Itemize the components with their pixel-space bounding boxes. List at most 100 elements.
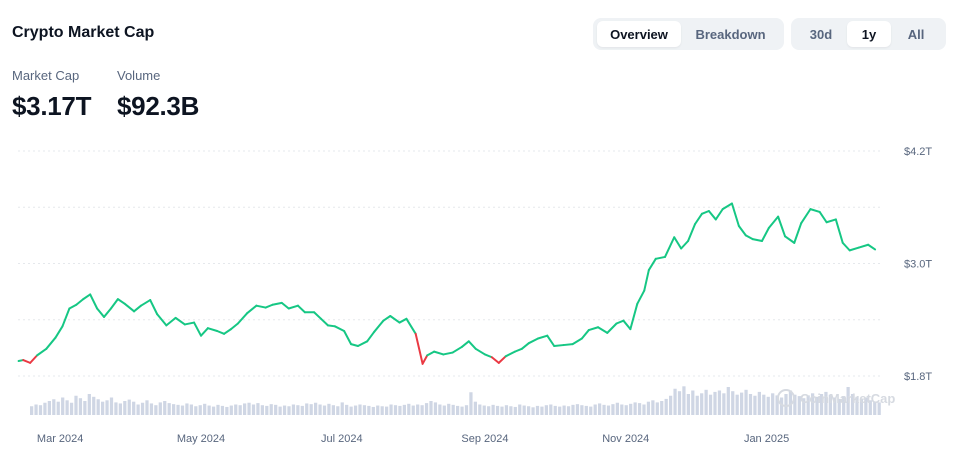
volume-bar	[340, 402, 344, 415]
volume-bar	[442, 405, 446, 415]
price-line-segment	[527, 337, 540, 345]
volume-bar	[194, 406, 198, 415]
price-line-segment	[373, 319, 385, 333]
range-1y-button[interactable]: 1y	[847, 21, 891, 47]
overview-tab[interactable]: Overview	[597, 21, 681, 47]
volume-bar	[358, 404, 362, 415]
price-line-segment	[230, 322, 239, 331]
volume-bar	[371, 406, 375, 415]
volume-bar	[278, 406, 282, 415]
price-line-segment	[54, 325, 64, 339]
volume-bar	[606, 405, 611, 415]
volume-bar	[784, 394, 788, 415]
volume-bar	[109, 397, 114, 415]
price-line-segment	[61, 307, 71, 328]
volume-bar	[260, 405, 264, 415]
volume-bar	[287, 406, 291, 415]
volume-bar	[571, 404, 575, 415]
volume-bar	[34, 404, 38, 415]
price-line-segment	[793, 222, 803, 244]
volume-bar	[713, 391, 717, 415]
volume-bar	[859, 399, 864, 415]
market-cap-label: Market Cap	[12, 68, 80, 83]
price-line-segment	[442, 351, 454, 356]
price-line-segment	[504, 350, 516, 358]
volume-bar	[123, 401, 127, 415]
price-line-segment	[382, 315, 392, 322]
volume-bar	[846, 387, 850, 415]
volume-bar	[180, 405, 185, 415]
price-line-segment	[313, 311, 323, 320]
volume-bar	[562, 405, 566, 415]
volume-bar	[198, 405, 202, 415]
volume-bar	[629, 403, 633, 415]
price-line-segment	[629, 302, 639, 331]
price-line-segment	[730, 202, 740, 227]
volume-bar	[456, 405, 460, 415]
price-line-segment	[45, 336, 57, 350]
volume-bar	[580, 405, 584, 415]
volume-bar	[211, 406, 216, 415]
breakdown-tab[interactable]: Breakdown	[695, 26, 766, 42]
range-30d-button[interactable]: 30d	[809, 26, 833, 42]
volume-bar	[877, 402, 881, 415]
volume-bar	[398, 405, 402, 415]
volume-bar	[793, 394, 797, 415]
price-line-segment	[103, 307, 112, 318]
volume-bar	[850, 394, 855, 415]
volume-bar	[87, 394, 91, 415]
volume-bar	[127, 399, 131, 415]
range-all-button[interactable]: All	[907, 26, 925, 42]
price-line-segment	[587, 326, 600, 332]
volume-bar	[740, 392, 744, 415]
volume-bar	[416, 404, 420, 415]
volume-bar	[420, 405, 424, 415]
volume-bar	[660, 401, 664, 415]
price-line-segment	[133, 304, 142, 313]
price-line-segment	[673, 236, 683, 250]
price-line-segment	[751, 238, 763, 242]
price-line-segment	[165, 316, 177, 327]
volume-bar	[83, 401, 87, 415]
market-cap-value: $3.17T	[12, 91, 92, 121]
volume-bar	[664, 398, 668, 415]
price-line-segment	[818, 210, 828, 224]
volume-bar	[74, 395, 78, 415]
volume-bar	[158, 402, 162, 415]
volume-bar	[695, 395, 699, 415]
volume-bar	[802, 398, 806, 415]
price-line-segment	[714, 208, 724, 221]
volume-bar	[331, 405, 335, 415]
volume-bar	[336, 406, 340, 415]
volume-bar	[842, 396, 846, 415]
price-line-segment	[546, 334, 556, 347]
volume-bar	[269, 404, 273, 415]
price-line-segment	[809, 208, 821, 213]
price-line-segment	[777, 215, 787, 238]
price-line-segment	[834, 218, 844, 244]
price-line-segment	[271, 301, 283, 306]
volume-bar	[549, 404, 553, 415]
volume-bar	[646, 401, 651, 415]
y-tick-label: $4.2T	[904, 146, 932, 158]
volume-bar	[779, 397, 784, 415]
price-line-segment	[356, 340, 369, 347]
x-tick-label: Jan 2025	[744, 433, 789, 445]
volume-bar	[624, 405, 628, 415]
price-line-segment	[857, 243, 870, 249]
volume-bar	[65, 400, 69, 415]
volume-bar	[615, 402, 619, 415]
price-line-segment	[206, 327, 219, 332]
volume-bar	[353, 405, 358, 415]
volume-bar	[47, 401, 51, 415]
volume-bar	[274, 404, 278, 415]
volume-bar	[282, 405, 287, 415]
price-line-segment	[784, 235, 796, 244]
volume-bar	[367, 405, 371, 415]
volume-bar	[105, 400, 109, 415]
range-toggle: 30d 1y All	[791, 18, 946, 50]
volume-bar	[873, 401, 877, 415]
volume-bar	[469, 392, 473, 415]
volume-bar	[527, 406, 531, 415]
